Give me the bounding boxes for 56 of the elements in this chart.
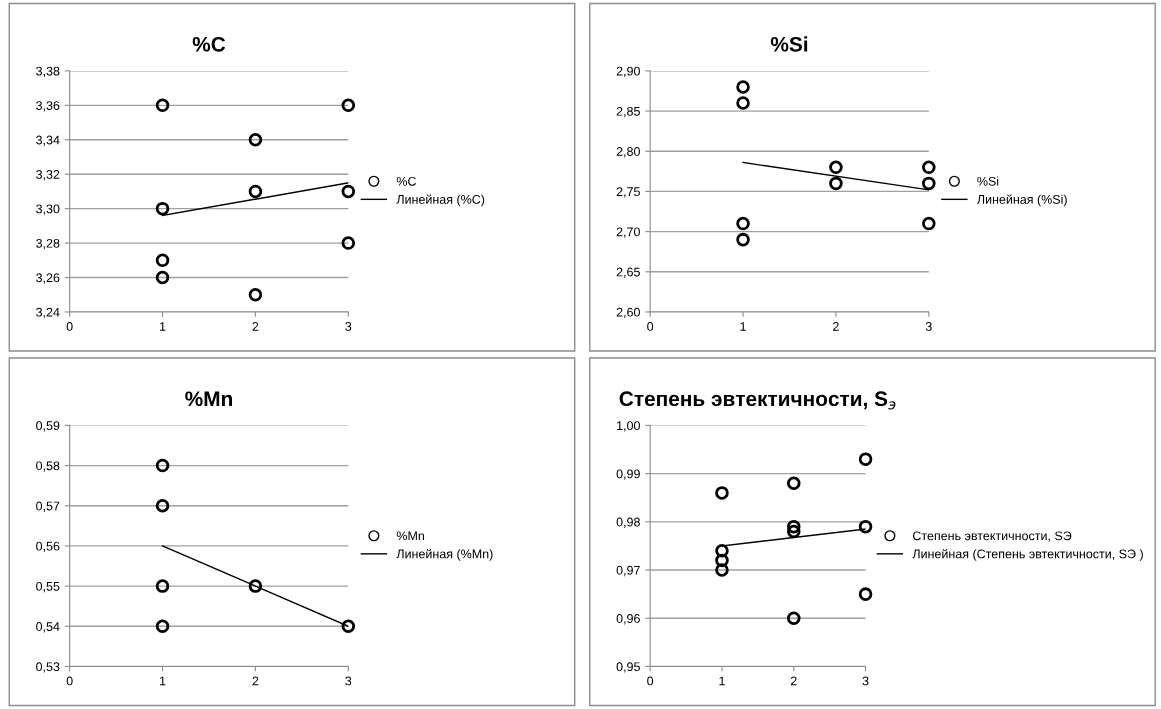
y-tick-label: 0,98 bbox=[616, 517, 640, 528]
y-tick-label: 3,34 bbox=[36, 135, 60, 146]
legend-label: Линейная (Степень эвтектичности, SЭ ) bbox=[912, 548, 1143, 561]
x-tick-label: 0 bbox=[66, 322, 73, 331]
y-tick-label: 2,70 bbox=[616, 227, 640, 238]
legend-label: Линейная (%C) bbox=[396, 194, 485, 207]
y-tick-label: 2,60 bbox=[616, 307, 640, 319]
x-tick-label: 3 bbox=[862, 676, 869, 686]
y-tick-label: 2,85 bbox=[616, 106, 640, 118]
legend-label: Степень эвтектичности, SЭ bbox=[913, 531, 1072, 542]
y-tick-label: 3,28 bbox=[36, 238, 60, 250]
legend-label: %Mn bbox=[396, 531, 425, 541]
x-tick-label: 1 bbox=[719, 676, 725, 686]
legend-label: %C bbox=[396, 176, 417, 186]
y-tick-label: 3,36 bbox=[36, 101, 60, 112]
y-tick-label: 3,24 bbox=[36, 307, 60, 319]
y-tick-label: 2,65 bbox=[616, 267, 640, 278]
y-tick-label: 0,54 bbox=[36, 622, 60, 633]
x-tick-label: 2 bbox=[790, 676, 797, 686]
x-tick-label: 1 bbox=[160, 322, 166, 331]
legend-label: Линейная (%Mn) bbox=[396, 548, 493, 561]
x-tick-label: 0 bbox=[66, 676, 73, 686]
x-tick-label: 0 bbox=[647, 322, 654, 331]
y-tick-label: 0,56 bbox=[36, 541, 60, 553]
chart-title: %C bbox=[192, 36, 226, 52]
y-tick-label: 3,26 bbox=[36, 273, 60, 284]
x-tick-label: 0 bbox=[647, 676, 654, 686]
y-tick-label: 0,96 bbox=[616, 614, 640, 625]
legend-label: Линейная (%Si) bbox=[976, 194, 1067, 207]
x-tick-label: 3 bbox=[345, 676, 352, 686]
y-tick-label: 3,38 bbox=[36, 66, 60, 78]
y-tick-label: 1,00 bbox=[617, 421, 640, 432]
x-tick-label: 3 bbox=[925, 322, 932, 331]
chart-title: Степень эвтектичности, S$_{э}$ bbox=[619, 391, 896, 410]
y-tick-label: 0,55 bbox=[36, 581, 60, 593]
y-tick-label: 3,30 bbox=[36, 204, 60, 215]
y-tick-label: 0,99 bbox=[616, 469, 640, 480]
y-tick-label: 0,97 bbox=[616, 565, 640, 577]
chart-title: %Mn bbox=[185, 391, 232, 407]
x-tick-label: 3 bbox=[345, 322, 352, 331]
y-tick-label: 0,95 bbox=[616, 662, 640, 673]
chart-title: %Si bbox=[770, 36, 808, 52]
y-tick-label: 2,80 bbox=[616, 147, 640, 158]
y-tick-label: 3,32 bbox=[36, 170, 60, 181]
x-tick-label: 1 bbox=[160, 676, 166, 686]
y-tick-label: 0,53 bbox=[36, 662, 60, 673]
x-tick-label: 2 bbox=[252, 676, 259, 686]
x-tick-label: 2 bbox=[252, 322, 259, 331]
x-tick-label: 2 bbox=[833, 322, 839, 331]
y-tick-label: 0,59 bbox=[36, 421, 60, 432]
y-tick-label: 0,57 bbox=[36, 501, 60, 512]
legend-label: %Si bbox=[977, 176, 999, 186]
y-tick-label: 0,58 bbox=[36, 461, 60, 472]
y-tick-label: 2,75 bbox=[616, 187, 640, 198]
y-tick-label: 2,90 bbox=[616, 66, 640, 78]
x-tick-label: 1 bbox=[740, 322, 746, 331]
